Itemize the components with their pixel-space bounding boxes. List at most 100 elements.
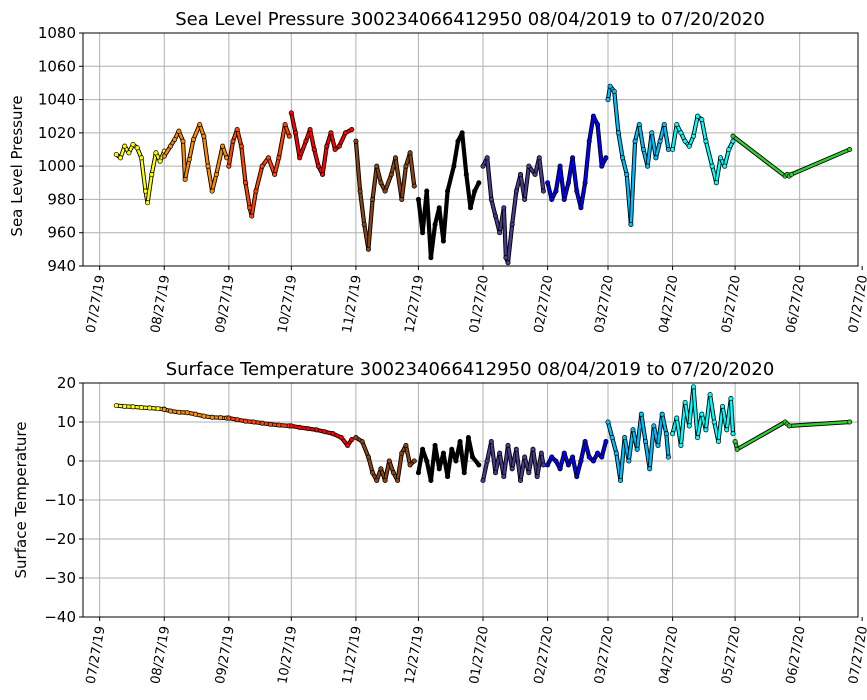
data-point bbox=[238, 143, 244, 149]
data-point bbox=[436, 466, 442, 472]
data-point bbox=[267, 421, 274, 427]
data-point bbox=[476, 180, 482, 186]
data-point bbox=[703, 427, 709, 433]
data-point bbox=[370, 196, 376, 202]
series-segment bbox=[202, 134, 210, 168]
data-point bbox=[190, 136, 196, 143]
data-point bbox=[509, 221, 515, 227]
data-point bbox=[253, 188, 259, 194]
data-point bbox=[272, 171, 278, 178]
series-jun-2020 bbox=[732, 419, 853, 452]
series-segment bbox=[235, 128, 243, 148]
data-point bbox=[209, 188, 215, 194]
data-point bbox=[595, 121, 601, 128]
data-point bbox=[411, 183, 417, 189]
data-point bbox=[322, 429, 328, 435]
data-point bbox=[690, 384, 696, 390]
data-point bbox=[599, 454, 605, 460]
data-point bbox=[463, 171, 469, 178]
data-point bbox=[249, 213, 255, 219]
series-segment bbox=[723, 148, 731, 168]
data-point bbox=[378, 466, 384, 472]
data-point bbox=[374, 477, 380, 484]
data-point bbox=[176, 409, 182, 415]
data-point bbox=[709, 163, 715, 169]
data-point bbox=[180, 138, 186, 144]
data-point bbox=[655, 442, 661, 448]
data-point bbox=[374, 163, 380, 169]
series-segment bbox=[400, 164, 408, 201]
data-point bbox=[353, 435, 359, 441]
data-point bbox=[726, 146, 732, 153]
series-segment bbox=[579, 181, 587, 209]
data-point bbox=[730, 431, 736, 437]
data-point bbox=[209, 414, 215, 420]
data-point bbox=[370, 470, 376, 476]
data-point bbox=[574, 188, 580, 194]
series-segment bbox=[298, 139, 308, 160]
data-point bbox=[226, 163, 232, 169]
data-point bbox=[595, 450, 601, 456]
data-point bbox=[505, 260, 511, 266]
data-point bbox=[724, 427, 730, 433]
data-point bbox=[113, 403, 119, 409]
data-point bbox=[611, 88, 617, 94]
data-point bbox=[407, 462, 413, 468]
series-segment bbox=[446, 448, 453, 478]
data-point bbox=[432, 221, 438, 227]
data-point bbox=[665, 454, 671, 460]
series-segment bbox=[588, 115, 595, 143]
series-segment bbox=[621, 156, 628, 176]
data-point bbox=[590, 458, 596, 464]
series-segment bbox=[460, 131, 468, 176]
data-point bbox=[242, 418, 249, 424]
data-point bbox=[117, 155, 124, 161]
data-point bbox=[492, 470, 499, 476]
data-point bbox=[342, 130, 349, 136]
series-nov-2019 bbox=[288, 110, 355, 178]
data-point bbox=[288, 110, 294, 116]
series-segment bbox=[329, 131, 337, 151]
data-point bbox=[192, 411, 199, 417]
series-segment bbox=[735, 420, 787, 451]
data-point bbox=[734, 446, 740, 452]
series-segment bbox=[648, 424, 656, 470]
data-point bbox=[549, 454, 555, 460]
data-point bbox=[320, 171, 326, 178]
series-segment bbox=[442, 189, 449, 243]
data-point bbox=[549, 196, 555, 202]
data-point bbox=[455, 138, 461, 144]
data-point bbox=[603, 438, 609, 445]
series-segment bbox=[290, 111, 297, 135]
data-point bbox=[730, 138, 736, 144]
data-point bbox=[286, 133, 292, 139]
data-point bbox=[472, 188, 478, 194]
data-point bbox=[142, 188, 149, 194]
data-point bbox=[728, 396, 734, 402]
data-point bbox=[670, 146, 676, 153]
series-segment bbox=[313, 148, 320, 168]
data-point bbox=[622, 435, 628, 441]
data-point bbox=[230, 138, 236, 144]
data-point bbox=[730, 133, 736, 139]
series-segment bbox=[790, 148, 851, 176]
data-point bbox=[303, 138, 309, 144]
data-point bbox=[605, 419, 611, 425]
data-point bbox=[670, 431, 676, 437]
data-point bbox=[353, 138, 359, 144]
data-point bbox=[628, 221, 634, 227]
series-segment bbox=[704, 139, 714, 168]
y-tick-label: 1060 bbox=[38, 57, 76, 75]
data-point bbox=[695, 435, 701, 441]
data-point bbox=[503, 255, 509, 261]
data-point bbox=[530, 446, 536, 452]
data-point bbox=[786, 423, 792, 429]
data-point bbox=[582, 180, 588, 186]
series-segment bbox=[358, 189, 366, 226]
data-point bbox=[378, 180, 384, 186]
data-point bbox=[265, 155, 271, 161]
series-segment bbox=[671, 123, 678, 151]
data-point bbox=[847, 419, 853, 425]
data-point bbox=[445, 474, 451, 480]
data-point bbox=[251, 419, 257, 425]
